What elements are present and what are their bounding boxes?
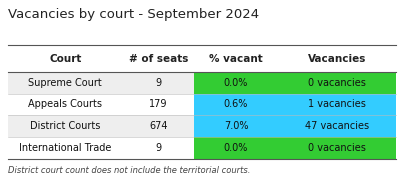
Text: 0.0%: 0.0% bbox=[224, 143, 248, 153]
Text: 7.0%: 7.0% bbox=[224, 121, 248, 131]
Text: 674: 674 bbox=[149, 121, 168, 131]
Text: 0 vacancies: 0 vacancies bbox=[308, 143, 366, 153]
Text: # of seats: # of seats bbox=[129, 54, 188, 64]
Text: 0.0%: 0.0% bbox=[224, 78, 248, 88]
Text: 9: 9 bbox=[155, 78, 162, 88]
Text: District court count does not include the territorial courts.: District court count does not include th… bbox=[8, 166, 250, 175]
Text: Supreme Court: Supreme Court bbox=[28, 78, 102, 88]
Text: Vacancies: Vacancies bbox=[308, 54, 366, 64]
Text: 9: 9 bbox=[155, 143, 162, 153]
Text: 0 vacancies: 0 vacancies bbox=[308, 78, 366, 88]
Text: 1 vacancies: 1 vacancies bbox=[308, 99, 366, 109]
Text: District Courts: District Courts bbox=[30, 121, 100, 131]
Text: % vacant: % vacant bbox=[209, 54, 263, 64]
Text: 0.6%: 0.6% bbox=[224, 99, 248, 109]
Text: Appeals Courts: Appeals Courts bbox=[28, 99, 102, 109]
Text: Court: Court bbox=[49, 54, 82, 64]
Text: Vacancies by court - September 2024: Vacancies by court - September 2024 bbox=[8, 8, 259, 21]
Text: 179: 179 bbox=[149, 99, 168, 109]
Text: International Trade: International Trade bbox=[19, 143, 112, 153]
Text: 47 vacancies: 47 vacancies bbox=[305, 121, 369, 131]
